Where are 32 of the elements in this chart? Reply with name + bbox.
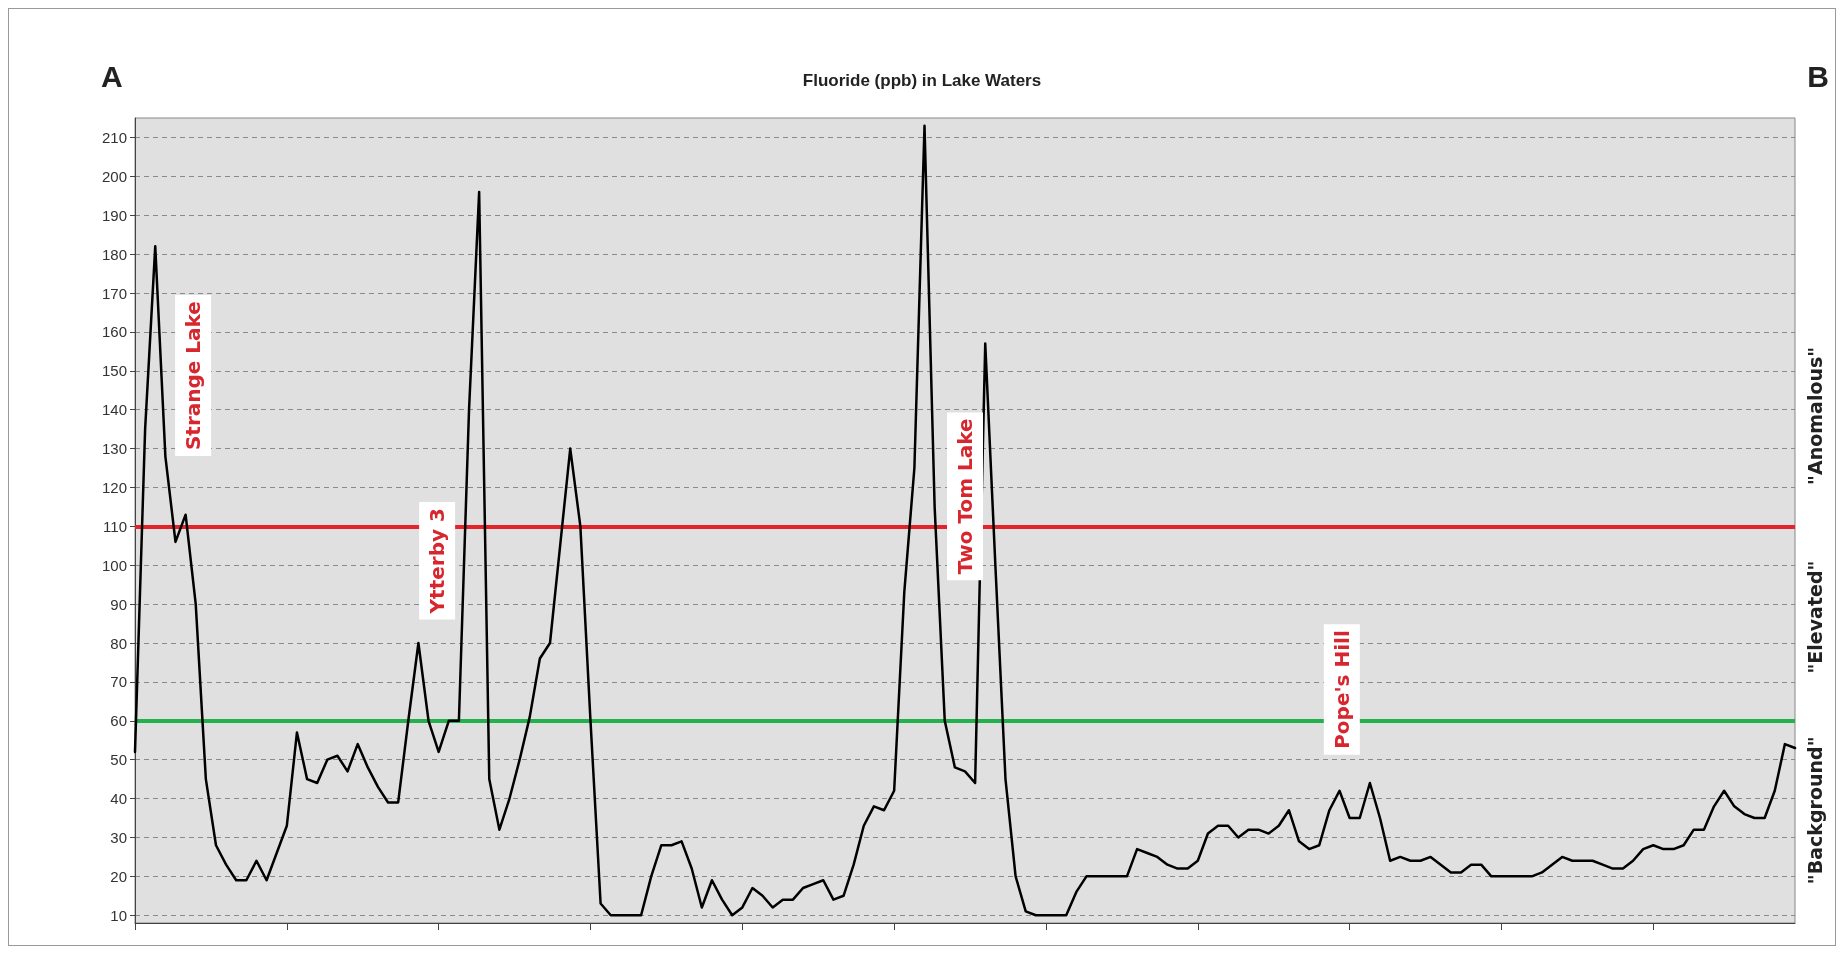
annotation: Pope's Hill — [1329, 630, 1354, 749]
text: A — [101, 59, 123, 93]
text: B — [1807, 59, 1830, 93]
text: "Anomalous" — [1804, 346, 1826, 485]
annotation: Ytterby 3 — [425, 508, 450, 615]
y-tick-label: 20 — [110, 867, 127, 885]
text: "Elevated" — [1804, 560, 1826, 674]
y-tick-label: 140 — [101, 401, 127, 419]
y-tick-label: 110 — [103, 517, 127, 535]
y-tick-label: 100 — [101, 556, 127, 574]
y-tick-label: 40 — [110, 790, 127, 808]
y-tick-label: 60 — [110, 712, 127, 730]
y-tick-label: 10 — [110, 906, 127, 924]
y-tick-label: 180 — [101, 245, 127, 263]
annotation: Two Tom Lake — [953, 418, 977, 575]
y-tick-label: 80 — [110, 634, 127, 652]
y-tick-label: 30 — [110, 828, 127, 846]
y-tick-label: 150 — [101, 362, 127, 380]
y-tick-label: 90 — [110, 595, 127, 613]
y-tick-label: 210 — [101, 128, 127, 146]
y-tick-label: 200 — [101, 167, 127, 185]
y-tick-label: 160 — [101, 323, 127, 341]
y-tick-label: 120 — [101, 478, 127, 496]
annotation: Strange Lake — [181, 301, 206, 451]
y-tick-label: 70 — [110, 673, 127, 691]
y-tick-label: 190 — [101, 206, 127, 224]
y-tick-label: 170 — [101, 284, 127, 302]
chart-title: Fluoride (ppb) in Lake Waters — [802, 71, 1042, 90]
text: "Background" — [1804, 736, 1826, 885]
y-tick-label: 130 — [101, 440, 127, 458]
line-series — [133, 124, 1797, 917]
y-tick-label: 50 — [110, 751, 127, 769]
